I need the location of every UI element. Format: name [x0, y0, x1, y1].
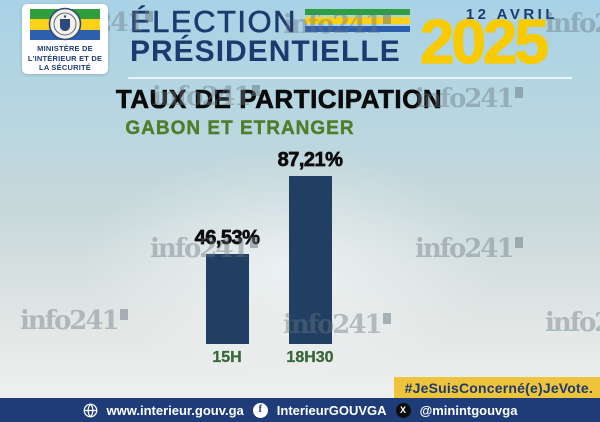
- x-twitter-icon: X: [395, 402, 411, 418]
- ministry-logo: MINISTÈRE DE L'INTÉRIEUR ET DE LA SÉCURI…: [22, 4, 108, 74]
- bar-value-label: 87,21%: [277, 149, 343, 172]
- info241-watermark: info241: [415, 236, 523, 262]
- footer-facebook-handle: InterieurGOUVGA: [276, 402, 387, 418]
- bar-category-label: 15H: [212, 349, 242, 366]
- gabon-flag-header: [305, 9, 410, 32]
- watermark-dot-com-box: [382, 13, 391, 24]
- globe-icon: [83, 403, 98, 418]
- bar-value-label: 46,53%: [194, 227, 260, 250]
- election-date: 12 AVRIL: [465, 6, 558, 23]
- watermark-dot-com-box: [514, 237, 523, 248]
- info241-watermark: info241: [152, 84, 260, 110]
- facebook-icon: f: [252, 402, 268, 418]
- footer-website: www.interieur.gouv.ga: [106, 402, 244, 418]
- bar-category-label: 18H30: [286, 349, 334, 366]
- info241-watermark: info241: [283, 312, 391, 338]
- flag-stripe-blue: [305, 25, 410, 32]
- footer-bar: www.interieur.gouv.ga f InterieurGOUVGA …: [0, 398, 600, 422]
- hashtag-text: #JeSuisConcerné(e)JeVote.: [404, 379, 593, 396]
- watermark-dot-com-box: [514, 87, 523, 98]
- flag-stripe-yellow: [305, 17, 410, 24]
- footer-x-handle: @minintgouvga: [419, 402, 518, 418]
- watermark-dot-com-box: [249, 237, 258, 248]
- watermark-dot-com-box: [119, 309, 128, 320]
- info241-watermark: info241: [545, 308, 600, 338]
- ministry-seal-icon: [48, 7, 82, 46]
- bar-18H30: [288, 176, 332, 344]
- ministry-line3: LA SÉCURITÉ: [39, 63, 91, 72]
- header-divider: [128, 77, 572, 79]
- flag-stripe-green: [305, 9, 410, 16]
- hashtag-badge: #JeSuisConcerné(e)JeVote.: [393, 377, 600, 398]
- info241-watermark: info241: [283, 12, 391, 38]
- info241-watermark: info241: [545, 9, 600, 39]
- bar-15H: [205, 254, 249, 344]
- watermark-dot-com-box: [382, 313, 391, 324]
- info241-watermark: info241: [20, 308, 128, 334]
- ministry-line1: MINISTÈRE DE: [37, 44, 93, 53]
- election-year: 2025: [419, 8, 549, 77]
- chart-subtitle: GABON ET ETRANGER: [125, 118, 355, 139]
- watermark-dot-com-box: [144, 11, 153, 22]
- header-title-presidentielle: PRÉSIDENTIELLE: [130, 35, 401, 68]
- header-title-election: ÉLECTION: [130, 4, 298, 39]
- info241-watermark: info241: [150, 236, 258, 262]
- watermark-dot-com-box: [251, 85, 260, 96]
- info241-watermark: info241: [415, 86, 523, 112]
- chart-title: TAUX DE PARTICIPATION: [115, 84, 443, 115]
- ministry-line2: L'INTÉRIEUR ET DE: [27, 53, 103, 63]
- ministry-name: MINISTÈRE DE L'INTÉRIEUR ET DE LA SÉCURI…: [22, 44, 108, 73]
